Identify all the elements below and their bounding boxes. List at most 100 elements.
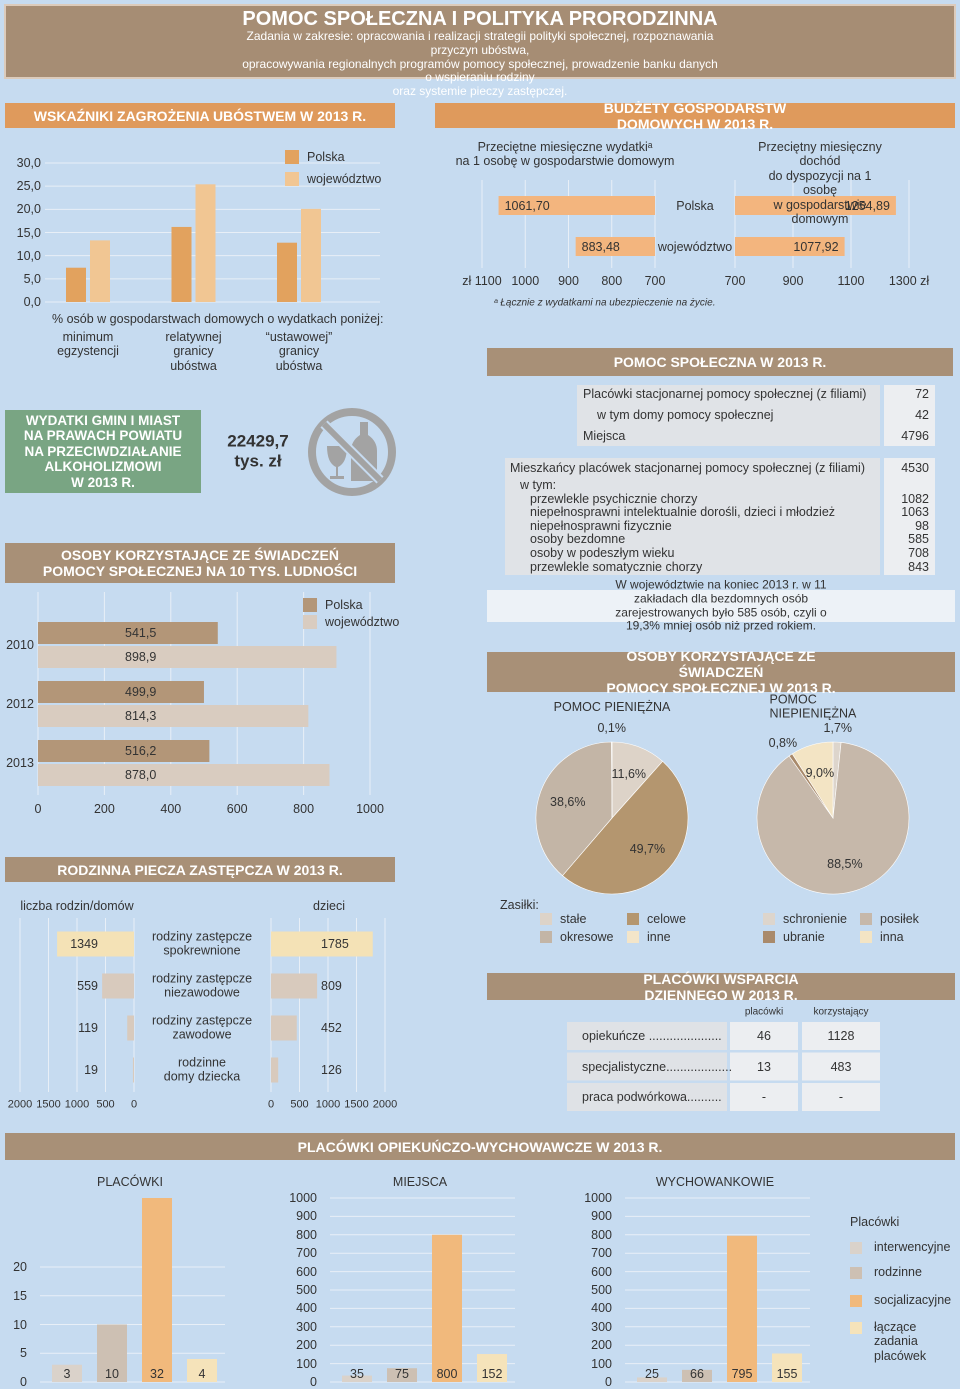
table-cell [730, 1022, 798, 1050]
legend-label: socjalizacyjne [874, 1293, 952, 1307]
value-label: 49,7% [629, 841, 666, 856]
y-tick-label: 20,0 [16, 202, 41, 217]
bar [575, 237, 655, 256]
bar [97, 1324, 127, 1382]
section-title: OSOBY KORZYSTAJĄCE ZE ŚWIADCZEŃ POMOCY S… [606, 647, 836, 697]
alcohol-box [5, 410, 201, 493]
y-tick-label: 500 [591, 1282, 612, 1297]
row-value: 13 [757, 1059, 771, 1074]
y-category-label: 2012 [6, 696, 34, 711]
alcohol-value: 22429,7 tys. zł [227, 431, 289, 470]
row-value: 98 [915, 518, 929, 533]
legend-label: ubranie [783, 929, 825, 944]
row-label: praca podwórkowa.......... [582, 1089, 722, 1104]
category-label: rodziny zastępcze spokrewnione [151, 929, 253, 958]
x-tick-label: 2000 [372, 1098, 398, 1111]
value-label: 66 [690, 1366, 704, 1381]
row-label: przewlekle psychicznie chorzy [530, 491, 698, 506]
y-tick-label: 15 [13, 1288, 27, 1303]
value-label: 0,8% [768, 736, 798, 751]
row-value: - [838, 1089, 844, 1104]
row-label: opiekuńcze ..................... [582, 1028, 722, 1043]
column-header: korzystający [813, 1006, 869, 1018]
section-band [5, 857, 395, 882]
bar [477, 1354, 507, 1382]
legend-label: województwo [325, 614, 400, 629]
legend-label: posiłek [880, 911, 919, 926]
legend-swatch [860, 913, 872, 925]
x-category-label: “ustawowej” granicy ubóstwa [265, 330, 333, 373]
y-tick-label: 900 [591, 1209, 612, 1224]
x-tick-label: 1100 [837, 273, 865, 288]
row-value: 1082 [901, 491, 929, 506]
series-label: dzieci [313, 898, 345, 913]
table-cell [567, 1022, 727, 1050]
x-tick-label: 1300 zł [888, 273, 930, 288]
bar [772, 1353, 802, 1382]
pie-slice [535, 741, 613, 877]
x-tick-label: 200 [93, 801, 115, 816]
legend-swatch [627, 931, 639, 943]
row-value: 585 [908, 532, 929, 547]
row-value: 4530 [901, 460, 929, 475]
row-value: 483 [830, 1059, 852, 1074]
y-category-label: 2013 [6, 755, 34, 770]
bar [127, 1015, 134, 1041]
legend-swatch [763, 931, 775, 943]
value-label: 1785 [321, 936, 349, 951]
row-label: w tym: [520, 477, 557, 492]
legend-swatch [540, 931, 552, 943]
alcohol-icon [308, 408, 396, 496]
bar [102, 973, 134, 999]
value-label: 1,7% [823, 720, 853, 735]
value-label: 800 [436, 1366, 458, 1381]
bar [271, 1057, 279, 1083]
x-category-label: relatywnej granicy ubóstwa [165, 330, 222, 373]
row-label: Miejsca [583, 428, 626, 443]
legend-label: Polska [325, 597, 363, 612]
y-tick-label: 100 [296, 1356, 317, 1371]
x-tick-label: 1000 [511, 273, 540, 288]
row-label: przewlekle somatycznie chorzy [530, 559, 703, 574]
panel-title: PLACÓWKI [97, 1174, 163, 1189]
y-tick-label: 1000 [289, 1190, 317, 1205]
legend-swatch [850, 1322, 862, 1334]
row-label: osoby w podeszłym wieku [530, 545, 675, 560]
panel-title: MIEJSCA [392, 1174, 448, 1189]
table-cells [505, 458, 880, 575]
bar [38, 705, 309, 727]
row-value: 42 [915, 407, 929, 422]
page-subtitle: Zadania w zakresie: opracowania i realiz… [242, 29, 718, 99]
legend-label: rodzinne [874, 1265, 922, 1279]
y-tick-label: 600 [296, 1264, 317, 1279]
bar [735, 237, 845, 256]
legend-swatch [303, 598, 317, 612]
row-label: osoby bezdomne [530, 532, 626, 547]
row-label: Placówki stacjonarnej pomocy społecznej … [583, 386, 867, 401]
value-label: 9,0% [805, 765, 835, 780]
y-tick-label: 900 [296, 1209, 317, 1224]
value-label: 541,5 [125, 625, 157, 640]
x-tick-label: 1000 [64, 1098, 90, 1111]
y-tick-label: 0 [310, 1374, 317, 1389]
y-tick-label: 200 [591, 1338, 612, 1352]
x-tick-label: zł 1100 [462, 273, 502, 288]
bar [637, 1377, 667, 1382]
value-label: 3 [63, 1366, 71, 1381]
bar [90, 240, 110, 302]
section-title: PLACÓWKI WSPARCIA DZIENNEGO W 2013 R. [643, 970, 799, 1003]
x-tick-label: 800 [293, 801, 315, 816]
value-label: 1254,89 [844, 198, 890, 213]
y-tick-label: 300 [591, 1319, 612, 1334]
pie-slice [791, 741, 834, 820]
x-tick-label: 0 [130, 1098, 138, 1111]
table-cell [802, 1052, 880, 1081]
legend-title: Zasiłki: [500, 897, 539, 912]
axis-label: % osób w gospodarstwach domowych o wydat… [52, 312, 384, 326]
value-label: 88,5% [827, 856, 863, 871]
legend-label: łączące zadania placówek [874, 1320, 927, 1363]
section-band [5, 543, 395, 583]
y-tick-label: 100 [591, 1356, 612, 1371]
